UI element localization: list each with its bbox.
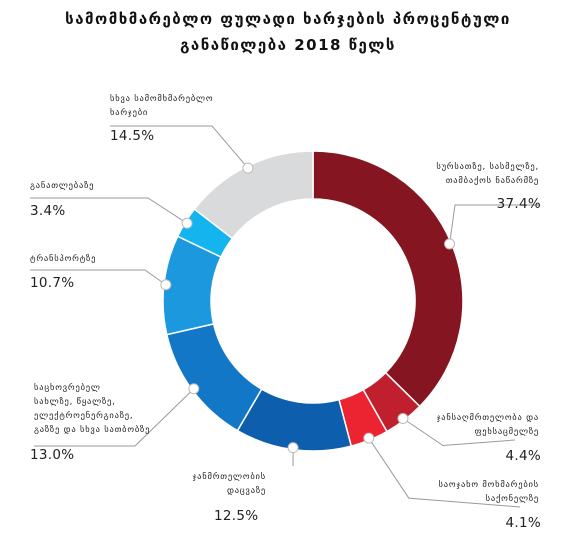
- label-housing: საცხოვრებელ სახლზე, წყალზე, ელექტროენერგ…: [34, 381, 150, 437]
- marker-dot-education: [181, 217, 193, 229]
- label-clothing-line2: ფეხსაცმელზე: [474, 427, 539, 437]
- marker-dot-household: [363, 432, 375, 444]
- marker-dot-food: [444, 238, 456, 250]
- label-health-line2: დაცვაზე: [227, 486, 266, 496]
- label-clothing: ჯანსაღმრთელობა და ფეხსაცმელზე: [437, 411, 539, 439]
- label-health-line1: ჯანმრთელობის: [192, 472, 266, 482]
- leader-line-transport: [30, 269, 167, 286]
- label-other-line2: ხარჯები: [110, 108, 149, 118]
- label-food-line2: თამბაქოს ნაწარმზე: [445, 176, 539, 186]
- chart-title-line2: განაწილება 2018 წელს: [180, 36, 396, 54]
- pct-food: 37.4%: [496, 196, 541, 212]
- label-housing-line3: ელექტროენერგიაზე,: [34, 411, 134, 421]
- slice-other: [193, 150, 314, 240]
- label-household-line2: საქონელზე: [485, 494, 539, 504]
- label-clothing-line1: ჯანსაღმრთელობა და: [436, 413, 539, 423]
- marker-dot-other: [242, 162, 254, 174]
- label-transport-line1: ტრანსპორტზე: [30, 254, 97, 264]
- pct-clothing: 4.4%: [505, 448, 541, 464]
- marker-dot-clothing: [397, 413, 409, 425]
- pct-household: 4.1%: [505, 515, 541, 531]
- slice-housing: [165, 322, 263, 432]
- pct-health: 12.5%: [214, 508, 259, 524]
- pct-other: 14.5%: [110, 128, 155, 144]
- label-household: საოჯახო მოხმარების საქონელზე: [439, 478, 539, 506]
- pct-housing: 13.0%: [30, 447, 75, 463]
- label-food: სურსათზე, სასმელზე, თამბაქოს ნაწარმზე: [436, 160, 539, 188]
- slice-food: [312, 150, 464, 408]
- label-other-line1: სხვა სამომხმარებლო: [110, 94, 214, 104]
- label-housing-line1: საცხოვრებელ: [34, 383, 101, 393]
- pct-education: 3.4%: [30, 203, 66, 219]
- marker-dot-housing: [188, 383, 200, 395]
- label-education-line1: განათლებაზე: [30, 181, 95, 191]
- label-other: სხვა სამომხმარებლო ხარჯები: [110, 92, 213, 120]
- leader-line-other: [110, 125, 249, 169]
- label-education: განათლებაზე: [30, 179, 94, 193]
- label-transport: ტრანსპორტზე: [30, 252, 96, 266]
- chart-title-line1: სამომხმარებლო ფულადი ხარჯების პროცენტული: [65, 10, 511, 28]
- label-household-line1: საოჯახო მოხმარების: [438, 480, 539, 490]
- marker-dot-transport: [160, 279, 172, 291]
- label-health: ჯანმრთელობის დაცვაზე: [192, 470, 266, 498]
- marker-dot-health: [287, 442, 299, 454]
- leader-line-food: [449, 204, 540, 245]
- leader-line-household: [368, 437, 521, 508]
- leader-line-education: [30, 197, 188, 224]
- label-housing-line4: გაზზე და სხვა სათბობზე: [34, 425, 151, 435]
- leader-line-clothing: [402, 418, 516, 447]
- leader-line-housing: [34, 388, 195, 447]
- label-food-line1: სურსათზე, სასმელზე,: [436, 162, 539, 172]
- pct-transport: 10.7%: [30, 275, 75, 291]
- label-housing-line2: სახლზე, წყალზე,: [34, 397, 116, 407]
